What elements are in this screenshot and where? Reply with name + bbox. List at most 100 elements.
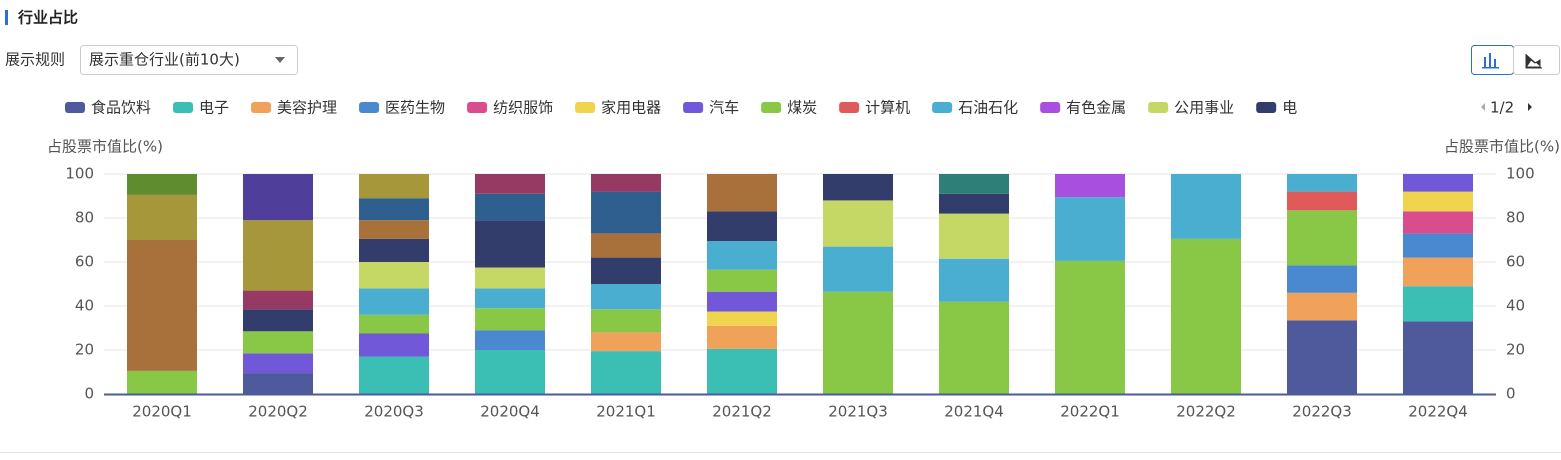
bar-segment bbox=[1287, 265, 1357, 293]
area-icon bbox=[1525, 54, 1542, 69]
bar-segment bbox=[707, 211, 777, 242]
bar-segment bbox=[475, 350, 545, 394]
legend-label: 有色金属 bbox=[1066, 99, 1126, 117]
y-tick-label: 80 bbox=[75, 209, 94, 227]
legend-label: 电子 bbox=[199, 99, 229, 117]
y2-tick-label: 60 bbox=[1506, 253, 1525, 271]
bar-segment bbox=[1171, 238, 1241, 394]
bar-segment bbox=[1403, 286, 1473, 322]
bar-segment bbox=[707, 269, 777, 292]
legend-marker bbox=[359, 102, 380, 113]
legend-marker bbox=[173, 102, 194, 113]
legend-label: 公用事业 bbox=[1174, 99, 1234, 117]
rule-select[interactable] bbox=[80, 45, 298, 75]
bar-segment bbox=[707, 241, 777, 270]
bar-segment bbox=[591, 351, 661, 394]
legend-marker bbox=[761, 102, 782, 113]
legend-marker bbox=[932, 102, 953, 113]
legend-marker bbox=[1148, 102, 1169, 113]
bar-segment bbox=[127, 370, 197, 394]
bar-segment bbox=[1287, 174, 1357, 192]
bar-segment bbox=[243, 220, 313, 291]
bar-segment bbox=[591, 332, 661, 352]
y2-tick-label: 40 bbox=[1506, 297, 1525, 315]
bar-segment bbox=[823, 200, 893, 247]
bar-segment bbox=[939, 258, 1009, 302]
rule-select-text: 展示重仓行业(前10大) bbox=[89, 51, 240, 69]
legend-label: 石油石化 bbox=[958, 99, 1018, 117]
bar-segment bbox=[707, 174, 777, 212]
bar-segment bbox=[243, 290, 313, 310]
bar-segment bbox=[359, 220, 429, 239]
x-tick-label: 2021Q2 bbox=[712, 403, 772, 421]
bar-segment bbox=[1287, 191, 1357, 211]
bar-segment bbox=[475, 308, 545, 331]
bar-segment bbox=[127, 194, 197, 240]
y-axis-label: 占股票市值比(%) bbox=[47, 138, 163, 156]
bar-segment bbox=[475, 174, 545, 194]
y-tick-label: 20 bbox=[75, 341, 94, 359]
bar-segment bbox=[1403, 257, 1473, 287]
x-tick-label: 2020Q1 bbox=[132, 403, 192, 421]
bar-segment bbox=[1403, 321, 1473, 394]
legend-marker bbox=[839, 102, 860, 113]
legend-marker bbox=[467, 102, 488, 113]
x-tick-label: 2022Q1 bbox=[1060, 403, 1120, 421]
bar-segment bbox=[939, 174, 1009, 194]
legend-label: 医药生物 bbox=[385, 99, 445, 117]
bar-segment bbox=[475, 193, 545, 221]
y2-tick-label: 80 bbox=[1506, 209, 1525, 227]
y2-tick-label: 100 bbox=[1506, 165, 1535, 183]
rule-label: 展示规则 bbox=[5, 51, 65, 69]
bar-segment bbox=[1055, 260, 1125, 394]
bar-segment bbox=[127, 174, 197, 195]
bar-segment bbox=[359, 333, 429, 357]
legend-prev[interactable] bbox=[1481, 103, 1485, 111]
bar-segment bbox=[823, 246, 893, 292]
bar-segment bbox=[1403, 233, 1473, 258]
bar-segment bbox=[1403, 211, 1473, 234]
x-tick-label: 2020Q3 bbox=[364, 403, 424, 421]
bar-segment bbox=[1403, 191, 1473, 212]
bar-segment bbox=[707, 311, 777, 326]
legend-marker bbox=[1040, 102, 1061, 113]
y-tick-label: 0 bbox=[84, 385, 94, 403]
bar-segment bbox=[243, 373, 313, 394]
bar-segment bbox=[475, 330, 545, 350]
y-tick-label: 60 bbox=[75, 253, 94, 271]
legend-next[interactable] bbox=[1528, 103, 1532, 111]
legend-marker bbox=[575, 102, 596, 113]
bar-view-button[interactable] bbox=[1471, 45, 1514, 75]
section-title: 行业占比 bbox=[17, 9, 78, 27]
bar-icon bbox=[1482, 53, 1499, 69]
bar-segment bbox=[823, 291, 893, 394]
bar-segment bbox=[359, 356, 429, 394]
bar-segment bbox=[475, 288, 545, 309]
bar-segment bbox=[243, 309, 313, 332]
bar-segment bbox=[939, 213, 1009, 259]
bar-segment bbox=[1287, 320, 1357, 394]
bar-segment bbox=[359, 174, 429, 199]
legend-label: 美容护理 bbox=[277, 99, 337, 117]
bar-segment bbox=[591, 191, 661, 234]
bar-segment bbox=[1055, 197, 1125, 261]
bar-segment bbox=[359, 198, 429, 221]
bar-segment bbox=[243, 174, 313, 221]
select-arrow bbox=[275, 57, 285, 63]
bar-segment bbox=[359, 314, 429, 334]
bar-segment bbox=[591, 309, 661, 333]
x-tick-label: 2022Q4 bbox=[1408, 403, 1468, 421]
area-view-button[interactable] bbox=[1513, 45, 1560, 75]
legend-label: 汽车 bbox=[709, 99, 739, 117]
bar-segment bbox=[475, 220, 545, 268]
bar-segment bbox=[591, 233, 661, 258]
x-tick-label: 2020Q4 bbox=[480, 403, 540, 421]
bar-segment bbox=[1171, 174, 1241, 239]
bar-segment bbox=[823, 174, 893, 201]
y-tick-label: 40 bbox=[75, 297, 94, 315]
legend-label: 煤炭 bbox=[787, 99, 817, 117]
bar-segment bbox=[127, 240, 197, 371]
x-tick-label: 2020Q2 bbox=[248, 403, 308, 421]
legend-label: 计算机 bbox=[865, 99, 910, 117]
legend-marker bbox=[683, 102, 704, 113]
